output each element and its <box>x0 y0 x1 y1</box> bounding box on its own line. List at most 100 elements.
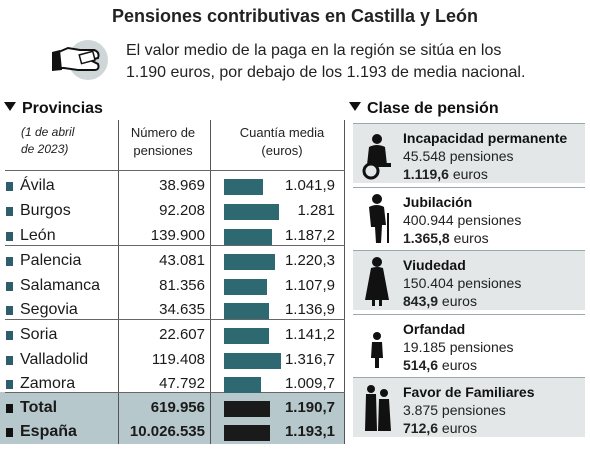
amount-value: 1.316,7 <box>284 351 335 368</box>
amount-bar <box>224 425 270 441</box>
pension-class-count: 45.548 pensiones <box>403 148 514 164</box>
province-name: Zamora <box>20 375 76 392</box>
date-note: (1 de abril de 2023) <box>21 124 74 158</box>
row-divider <box>5 245 345 246</box>
amount-value: 1.190,7 <box>284 399 335 416</box>
row-marker <box>6 356 13 365</box>
page-title: Pensiones contributivas en Castilla y Le… <box>111 6 479 26</box>
provincias-heading: Provincias <box>4 100 103 118</box>
amount-value: 1.193,1 <box>284 423 335 440</box>
amount-bar <box>224 353 281 369</box>
elderly-person-icon <box>369 193 389 243</box>
clase-heading-label: Clase de pensión <box>367 100 499 117</box>
province-name: España <box>20 423 77 440</box>
table-row: Ávila 38.969 1.041,9 <box>0 174 345 199</box>
column-divider <box>118 120 119 444</box>
table-row: Burgos 92.208 1.281 <box>0 199 345 224</box>
row-marker <box>6 306 13 315</box>
province-name: Total <box>20 399 58 416</box>
amount-value: 1.220,3 <box>284 252 335 269</box>
pension-class-amount-unit: euros <box>438 420 477 436</box>
intro-line-2: 1.190 euros, por debajo de los 1.193 de … <box>126 64 526 81</box>
amount-bar <box>224 254 275 270</box>
pension-class-card: Orfandad 19.185 pensiones 514,6 euros <box>353 313 585 374</box>
table-row: León 139.900 1.187,2 <box>0 224 345 249</box>
amount-value: 1.187,2 <box>284 227 335 244</box>
province-name: Valladolid <box>20 351 89 368</box>
table-row: Palencia 43.081 1.220,3 <box>0 249 345 274</box>
row-marker <box>6 232 13 241</box>
row-marker <box>6 257 13 266</box>
pension-class-title: Incapacidad permanente <box>403 130 568 146</box>
pension-class-amount-value: 843,9 <box>403 293 439 309</box>
row-divider <box>5 170 345 171</box>
amount-value: 1.041,9 <box>284 177 335 194</box>
widow-icon <box>365 257 389 306</box>
pension-class-amount: 1.119,6 euros <box>403 166 488 182</box>
amount-bar <box>224 179 263 195</box>
row-marker <box>6 404 13 413</box>
pension-count: 92.208 <box>159 202 205 219</box>
pension-count: 43.081 <box>159 252 205 269</box>
pension-class-amount: 843,9 euros <box>403 293 477 309</box>
pension-class-title: Viudedad <box>403 257 466 273</box>
table-row: Total 619.956 1.190,7 <box>0 396 345 421</box>
pension-count: 81.356 <box>159 277 205 294</box>
row-marker <box>6 331 13 340</box>
column-header-pensiones-line-1: Número de <box>130 125 196 140</box>
amount-bar <box>224 377 261 393</box>
amount-bar <box>224 204 279 220</box>
row-divider <box>5 319 345 320</box>
pension-class-title: Orfandad <box>403 320 466 337</box>
row-marker <box>6 380 13 389</box>
pension-class-amount-unit: euros <box>448 166 488 182</box>
triangle-down-icon <box>349 102 361 111</box>
row-divider <box>5 392 345 393</box>
pension-count: 139.900 <box>150 227 205 244</box>
table-row: España 10.026.535 1.193,1 <box>0 420 345 445</box>
amount-bar <box>224 303 269 319</box>
pension-count: 119.408 <box>151 351 205 368</box>
province-name: Ávila <box>20 177 55 194</box>
amount-bar <box>224 401 270 417</box>
intro-line-1: El valor medio de la paga en la región s… <box>126 42 502 59</box>
pension-class-card: Jubilación 400.944 pensiones 1.365,8 euros <box>353 186 585 247</box>
table-row: Soria 22.607 1.141,2 <box>0 323 345 348</box>
table-row: Valladolid 119.408 1.316,7 <box>0 348 345 373</box>
pension-class-amount-value: 1.119,6 <box>403 166 449 182</box>
hand-money-icon <box>52 40 108 80</box>
pension-class-amount-unit: euros <box>438 356 477 373</box>
pension-class-amount-unit: euros <box>449 229 489 246</box>
table-row: Zamora 47.792 1.009,7 <box>0 372 345 397</box>
pension-class-title: Favor de Familiares <box>403 384 535 400</box>
table-row: Segovia 34.635 1.136,9 <box>0 298 345 323</box>
pension-count: 22.607 <box>159 326 205 343</box>
triangle-down-icon <box>4 102 16 111</box>
pension-class-amount: 712,6 euros <box>403 420 477 436</box>
pension-class-count: 150.404 pensiones <box>403 275 522 291</box>
column-header-pensiones: Número de pensiones <box>118 124 208 160</box>
row-marker <box>6 428 13 437</box>
column-header-cuantia-line-1: Cuantía media <box>239 125 325 140</box>
pension-class-amount-value: 514,6 <box>403 356 439 373</box>
column-divider <box>210 120 211 444</box>
pension-count: 619.956 <box>150 399 205 416</box>
amount-value: 1.136,9 <box>284 301 335 318</box>
pension-class-count: 19.185 pensiones <box>403 338 514 355</box>
row-marker <box>6 282 13 291</box>
row-marker <box>6 207 13 216</box>
date-note-line-2: de 2023) <box>21 142 69 156</box>
pension-class-count: 3.875 pensiones <box>403 402 506 418</box>
pension-class-title: Jubilación <box>403 193 473 210</box>
table-row: Salamanca 81.356 1.107,9 <box>0 274 345 299</box>
intro-text: El valor medio de la paga en la región s… <box>126 40 566 84</box>
provincias-heading-label: Provincias <box>22 100 103 117</box>
province-name: Palencia <box>20 252 82 269</box>
amount-bar <box>224 279 267 295</box>
pension-class-amount-value: 1.365,8 <box>403 229 450 246</box>
pension-count: 38.969 <box>159 177 205 194</box>
pension-count: 47.792 <box>159 375 205 392</box>
province-name: Salamanca <box>20 277 101 294</box>
amount-bar <box>224 229 272 245</box>
pension-count: 10.026.535 <box>129 423 205 440</box>
